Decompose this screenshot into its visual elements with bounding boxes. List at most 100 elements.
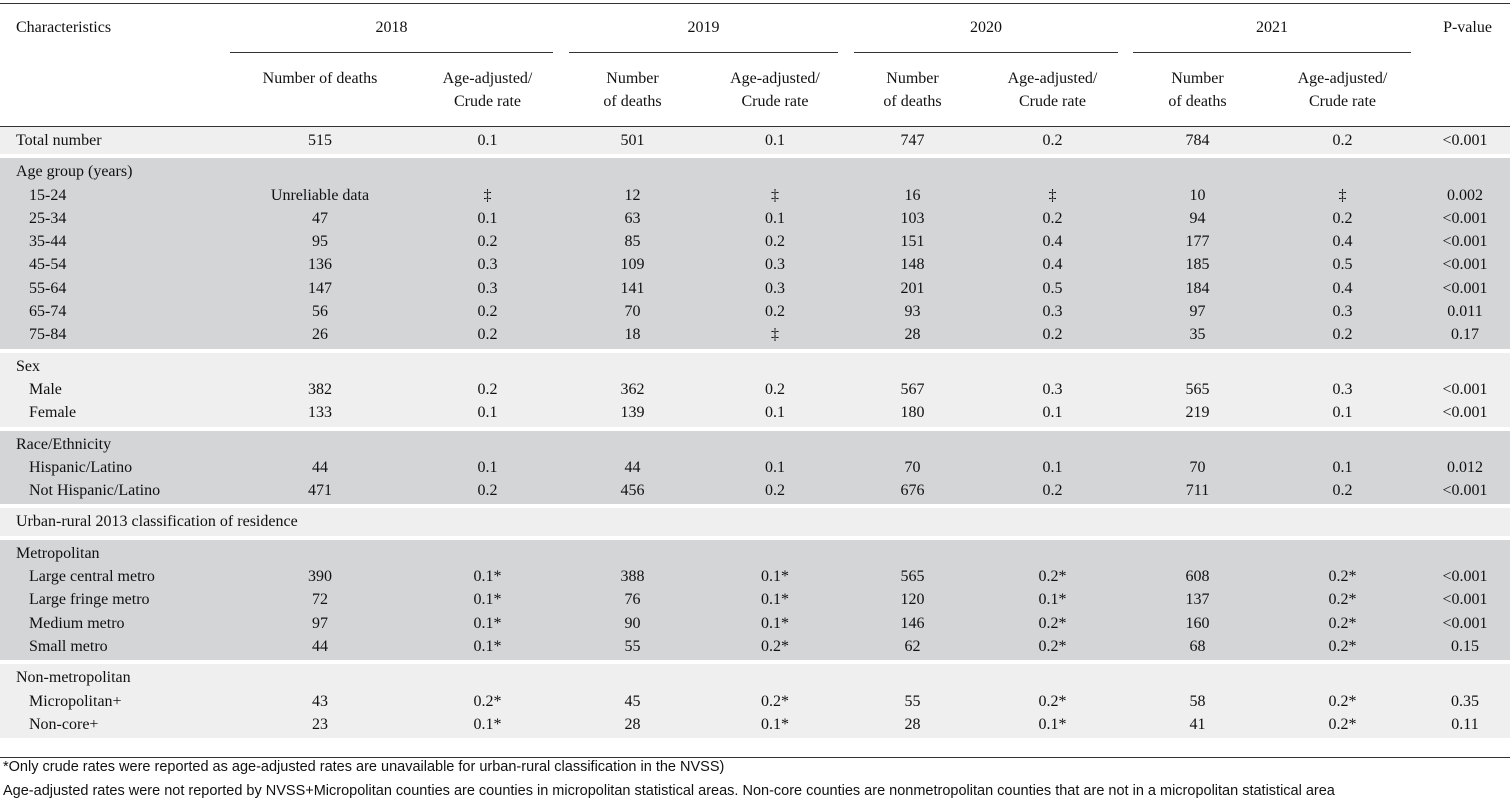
row-value: 0.1* (473, 637, 502, 655)
row-value: 0.2* (1038, 692, 1067, 710)
table-row: 55-64 147 0.3 141 0.3 201 0.5 184 0.4 <0.001 (0, 277, 1510, 300)
table-row: 45-54 136 0.3 109 0.3 148 0.4 185 0.5 <0.001 (0, 253, 1510, 276)
row-value: 0.012 (1447, 458, 1483, 476)
row-value: 97 (312, 614, 328, 632)
row-value: 0.011 (1447, 303, 1483, 321)
table-row: Large central metro 390 0.1* 388 0.1* 565 0.2*… (0, 565, 1510, 588)
table-row: 75-84 26 0.2 18 ‡ 28 0.2 35 0.2 0.17 (0, 323, 1510, 346)
header-deaths-2021: of deaths (1168, 93, 1227, 110)
row-value: 0.2 (765, 233, 785, 251)
row-value: 0.4 (1332, 279, 1353, 297)
row-value: 136 (308, 256, 332, 274)
row-value: 55 (624, 637, 641, 655)
row-label: Total number (16, 132, 102, 149)
row-label: Large fringe metro (29, 591, 150, 609)
row-value: 0.1 (477, 132, 498, 149)
row-value: 0.2* (473, 692, 502, 710)
row-label: 55-64 (29, 279, 67, 297)
row-value: 160 (1185, 614, 1210, 632)
row-value: 133 (308, 404, 332, 422)
row-value: 85 (624, 233, 641, 251)
section-title-row: Age group (years) (0, 160, 1510, 183)
row-value: 362 (620, 380, 645, 398)
row-label: Small metro (29, 637, 108, 655)
header-rate-2018: Age-adjusted/ (442, 70, 533, 87)
row-value: 0.3 (1042, 380, 1063, 398)
year-underline-2021 (1133, 52, 1411, 53)
row-value: ‡ (1048, 186, 1057, 204)
table-row: Small metro 44 0.1* 55 0.2* 62 0.2* 68 0.2* 0.15 (0, 635, 1510, 658)
header-rate-2019: Crude rate (741, 93, 809, 110)
row-label: 15-24 (29, 186, 67, 204)
row-value: ‡ (1338, 186, 1347, 204)
row-value: 28 (904, 715, 921, 733)
table-row: Not Hispanic/Latino 471 0.2 456 0.2 676 0.2 711… (0, 479, 1510, 502)
row-label: 25-34 (29, 209, 67, 227)
row-value: 0.2 (765, 482, 785, 500)
row-value: 0.4 (1332, 233, 1353, 251)
row-value: 63 (624, 209, 641, 227)
row-value: 219 (1185, 404, 1210, 422)
header-deaths-2020: Number (886, 70, 939, 87)
year-underline-2018 (230, 52, 553, 53)
section: Sex Male 382 0.2 362 0.2 567 0.3 565 0.3 <0.001 Fem… (0, 352, 1510, 427)
header-rate-2019: Age-adjusted/ (730, 70, 820, 87)
top-rule (0, 3, 1510, 4)
table-row: Male 382 0.2 362 0.2 567 0.3 565 0.3 <0.001 (0, 378, 1510, 401)
section: Age group (years) 15-24 Unreliable data ‡ 12… (0, 158, 1510, 349)
row-value: 390 (308, 568, 332, 586)
row-value: 0.3 (477, 279, 498, 297)
row-value: 0.17 (1451, 326, 1479, 344)
row-value: 180 (900, 404, 925, 422)
header-deaths-2020: of deaths (883, 93, 942, 110)
row-value: 0.1 (477, 458, 498, 476)
footnote-age-adjusted: Age-adjusted rates were not reported by … (3, 783, 1335, 799)
row-label: Female (29, 404, 77, 422)
row-value: 0.2* (1328, 715, 1357, 733)
row-value: 0.002 (1447, 186, 1483, 204)
row-value: 456 (620, 482, 645, 500)
row-value: 0.2* (1038, 637, 1067, 655)
row-value: 0.5 (1332, 256, 1353, 274)
header-rate-2020: Crude rate (1018, 93, 1087, 110)
row-value: <0.001 (1442, 256, 1488, 274)
row-label: Hispanic/Latino (29, 458, 133, 476)
year-underline-2020 (854, 52, 1118, 53)
row-value: 0.2 (765, 380, 785, 398)
row-value: 68 (1189, 637, 1206, 655)
row-value: 0.3 (765, 279, 785, 297)
row-value: 0.2* (1328, 637, 1357, 655)
row-value: 0.2* (761, 637, 789, 655)
row-value: 676 (900, 482, 925, 500)
row-value: 784 (1185, 132, 1210, 149)
row-value: 70 (904, 458, 921, 476)
header-deaths-2021: Number (1171, 70, 1224, 87)
row-value: <0.001 (1442, 568, 1488, 586)
row-value: 0.5 (1042, 279, 1063, 297)
row-value: 711 (1185, 482, 1210, 500)
row-value: <0.001 (1442, 482, 1488, 500)
table-row: 35-44 95 0.2 85 0.2 151 0.4 177 0.4 <0.001 (0, 230, 1510, 253)
row-value: 0.2* (1328, 614, 1357, 632)
row-value: 0.1* (761, 614, 789, 632)
row-label: 65-74 (29, 303, 67, 321)
row-value: 0.1* (473, 568, 502, 586)
row-value: 0.2 (477, 233, 498, 251)
table-row: Female 133 0.1 139 0.1 180 0.1 219 0.1 <0.001 (0, 401, 1510, 424)
year-underline-2019 (569, 52, 838, 53)
row-value: 109 (620, 256, 645, 274)
row-value: 0.3 (765, 256, 785, 274)
table-row: Total number 515 0.1 501 0.1 747 0.2 784 0.2 <0.0… (0, 129, 1510, 152)
row-value: 0.2* (1328, 591, 1357, 609)
section-title: Urban-rural 2013 classification of resid… (16, 513, 298, 531)
row-value: 94 (1189, 209, 1206, 227)
header-rate-2021: Age-adjusted/ (1297, 70, 1388, 87)
row-value: 0.1* (473, 591, 502, 609)
row-value: 0.2* (1038, 568, 1067, 586)
header-pvalue: P-value (1443, 19, 1492, 36)
row-value: 0.1* (761, 591, 789, 609)
section-title-row: Race/Ethnicity (0, 433, 1510, 456)
row-value: 0.4 (1042, 233, 1063, 251)
section: Urban-rural 2013 classification of resid… (0, 508, 1510, 536)
row-value: 147 (308, 279, 332, 297)
